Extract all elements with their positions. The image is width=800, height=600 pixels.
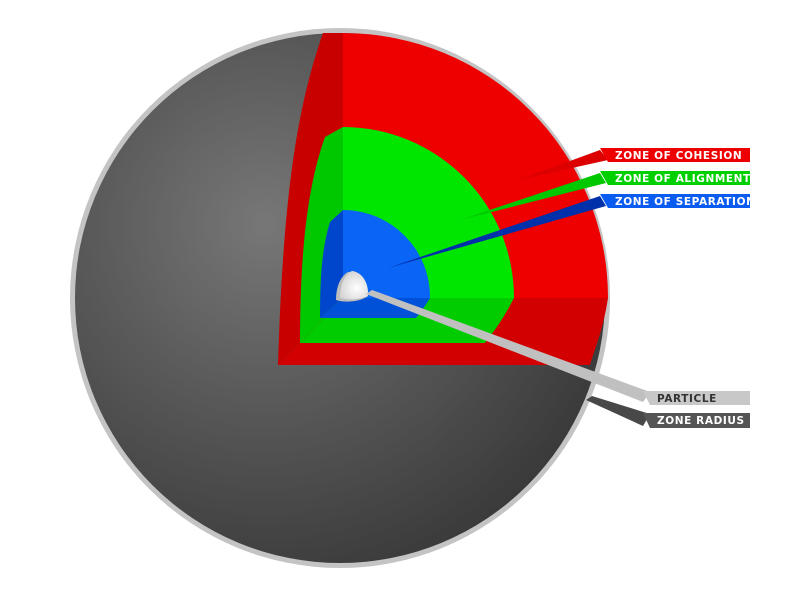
label-particle-bg	[643, 391, 750, 405]
cohesion-pointer	[518, 150, 608, 180]
label-alignment: ZONE OF ALIGNMENT	[600, 171, 751, 185]
particle	[336, 271, 369, 302]
label-cohesion-text: ZONE OF COHESION	[615, 150, 742, 162]
label-zone-radius: ZONE RADIUS	[643, 413, 750, 428]
label-cohesion: ZONE OF COHESION	[600, 148, 750, 162]
separation-pointer	[388, 196, 606, 268]
label-alignment-text: ZONE OF ALIGNMENT	[615, 173, 751, 185]
zone-radius-pointer	[586, 396, 650, 426]
label-zone-radius-text: ZONE RADIUS	[657, 415, 745, 427]
label-separation-bg	[600, 194, 750, 208]
label-separation-text: ZONE OF SEPARATION	[615, 196, 755, 208]
label-particle-text: PARTICLE	[657, 393, 717, 405]
separation-front-face	[343, 210, 431, 298]
label-cohesion-bg	[600, 148, 750, 162]
label-separation: ZONE OF SEPARATION	[600, 194, 755, 208]
label-alignment-bg	[600, 171, 750, 185]
label-particle: PARTICLE	[643, 391, 750, 405]
particle-body	[340, 271, 369, 300]
particle-pointer	[366, 290, 650, 402]
label-zone-radius-bg	[643, 413, 750, 428]
alignment-pointer	[460, 173, 606, 220]
